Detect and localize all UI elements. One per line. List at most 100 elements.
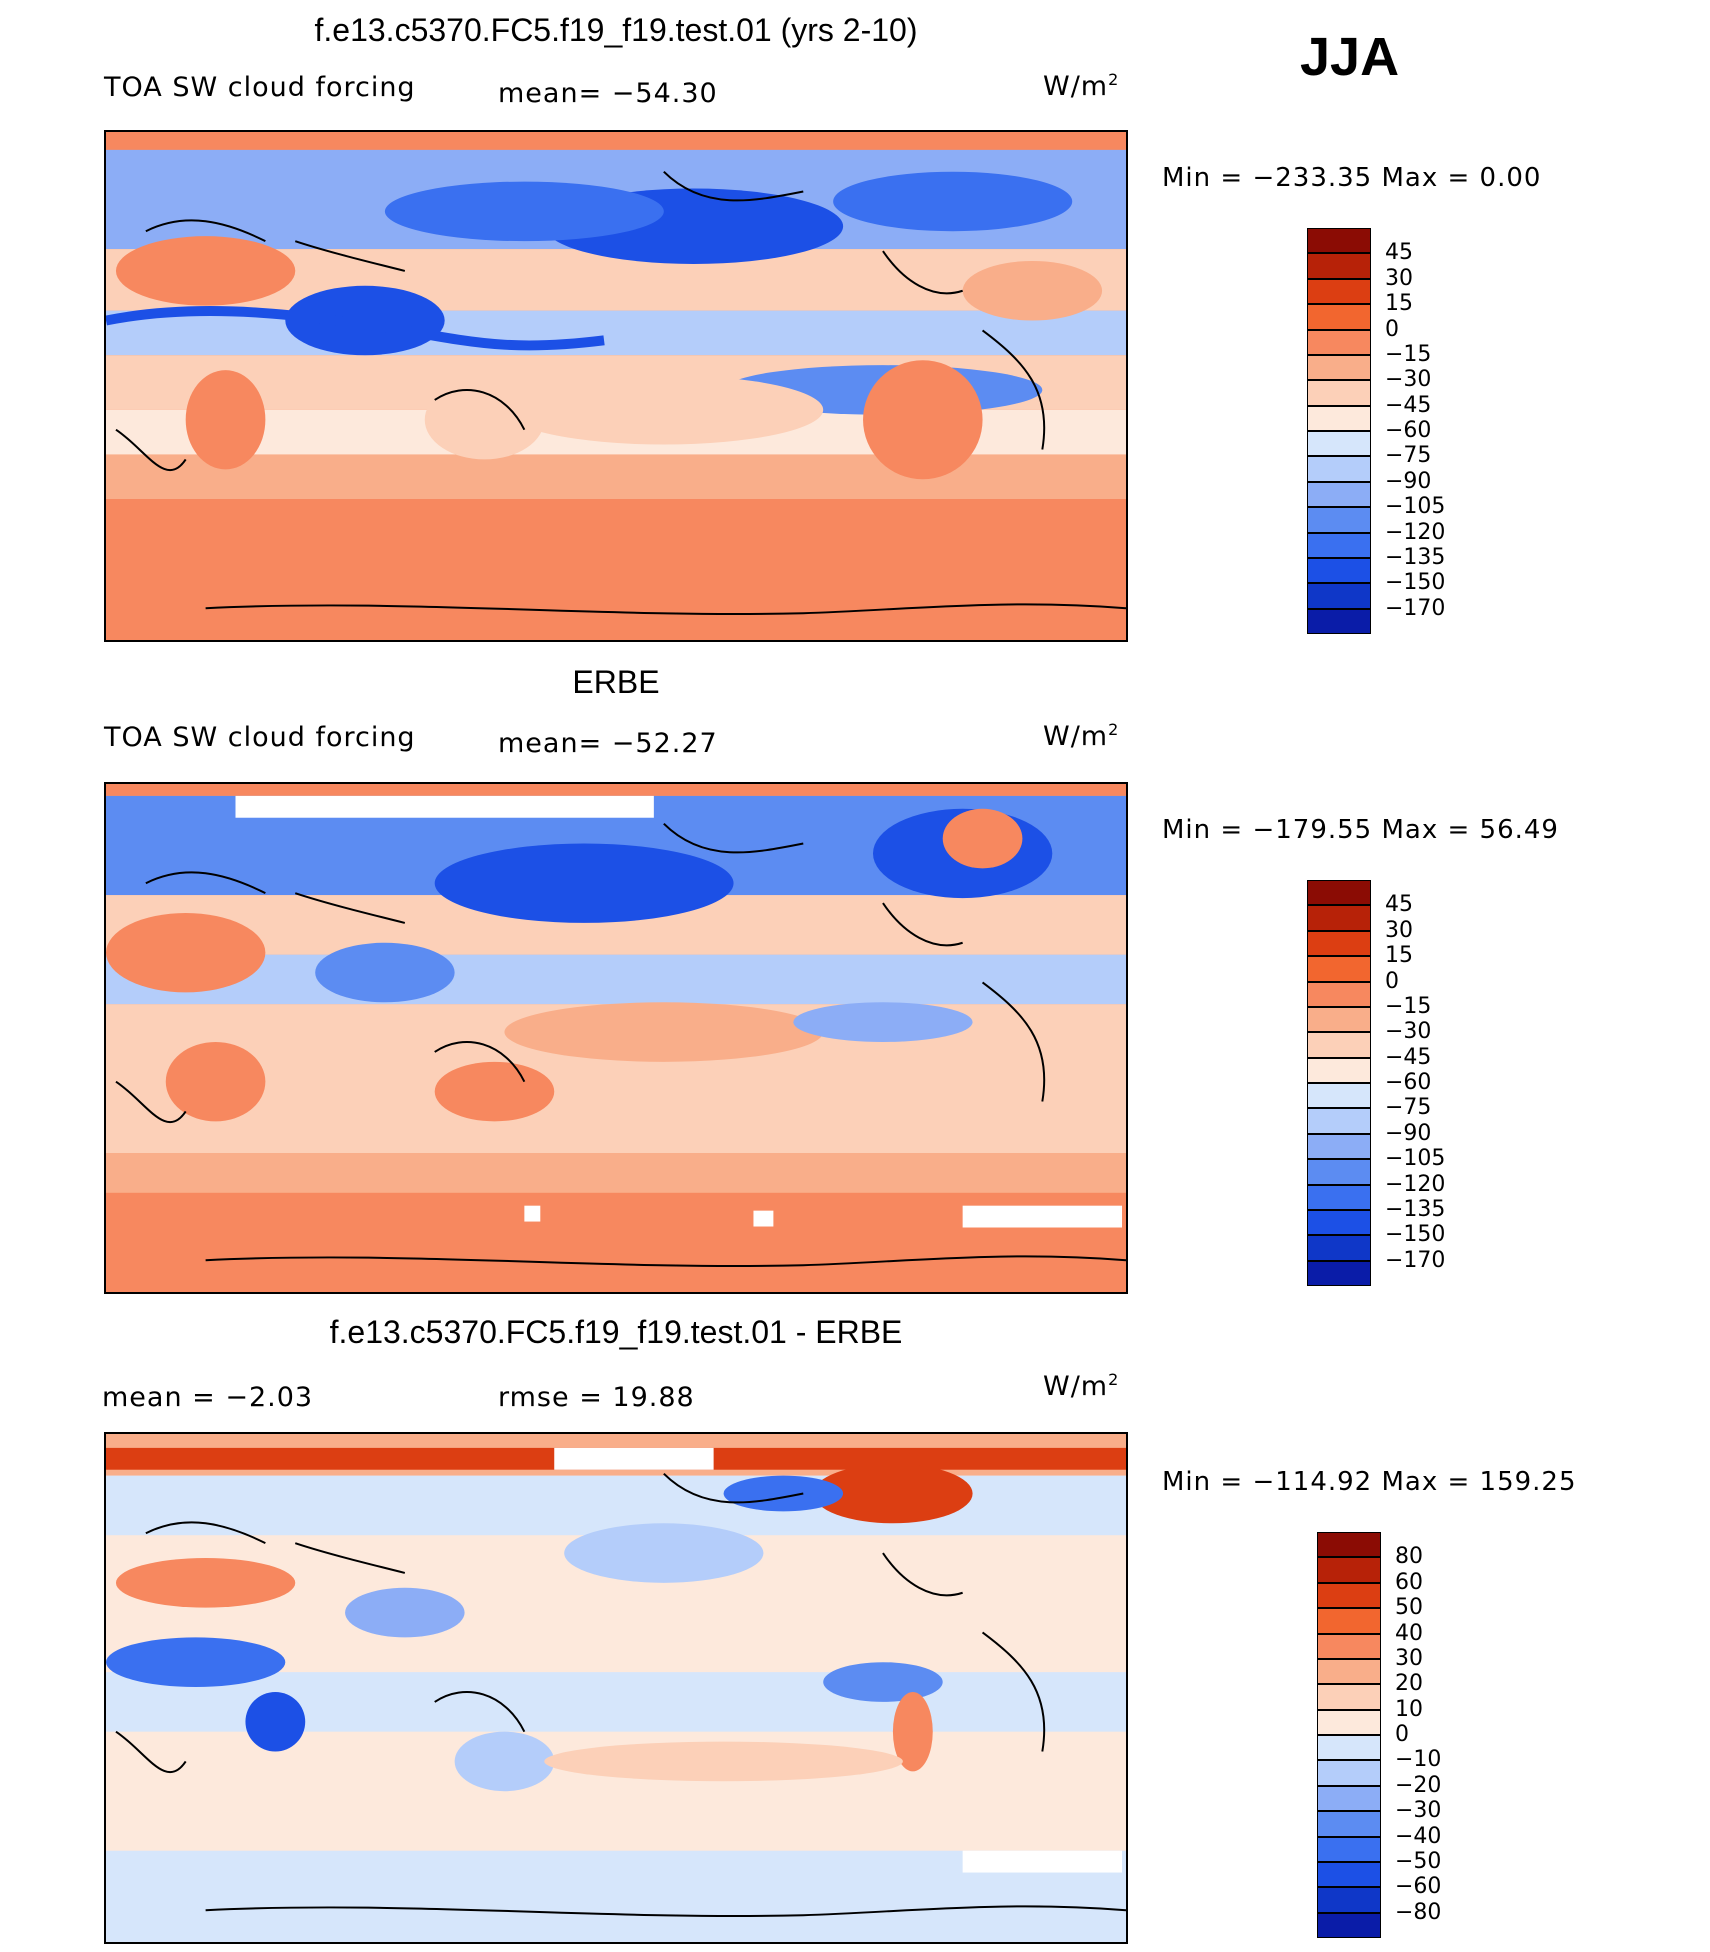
colorbar-tick-label: 0 [1385,968,1399,994]
colorbar-box [1317,1836,1381,1862]
panel-1-mean: mean= −54.30 [498,78,718,109]
panel-1-title: f.e13.c5370.FC5.f19_f19.test.01 (yrs 2-1… [314,12,918,48]
colorbar-tick-label: −15 [1385,993,1432,1019]
colorbar-box [1307,583,1371,609]
colorbar-box [1307,532,1371,558]
colorbar-box [1317,1887,1381,1913]
colorbar-tick-label: −150 [1385,1222,1446,1248]
panel-3-title: f.e13.c5370.FC5.f19_f19.test.01 - ERBE [329,1314,903,1350]
colorbar-tick-label: −90 [1385,1120,1432,1146]
colorbar-tick-label: −40 [1395,1823,1442,1849]
colorbar-tick-label: −105 [1385,494,1446,520]
season-label: JJA [1300,27,1400,87]
colorbar-tick-label: 30 [1395,1645,1423,1671]
colorbar-box [1317,1811,1381,1837]
colorbar-tick-label: −60 [1385,418,1432,443]
colorbar-tick-label: 30 [1385,265,1413,291]
colorbar-tick-label: −75 [1385,1095,1432,1121]
panel-1-minmax: Min = −233.35 Max = 0.00 [1162,163,1542,193]
colorbar-box [1307,557,1371,584]
colorbar-box [1307,405,1371,431]
colorbar-box [1307,1209,1371,1236]
colorbar-box [1317,1582,1381,1609]
colorbar-tick-label: −120 [1385,519,1446,545]
panel-2-title: ERBE [572,664,660,700]
panel-2-minmax: Min = −179.55 Max = 56.49 [1162,815,1559,845]
colorbar-tick-label: 0 [1385,316,1399,342]
colorbar-box [1307,354,1371,381]
colorbar-tick-label: 80 [1395,1544,1423,1570]
colorbar-tick-label: −135 [1385,1196,1446,1222]
colorbar-box [1317,1785,1381,1812]
colorbar-box [1317,1709,1381,1735]
colorbar-tick-label: 60 [1395,1569,1423,1595]
colorbar-box [1307,1108,1371,1134]
panel-2-colorbar: 45 30 15 0 −15 −30 −45 −60 −75 −90 −105 −120 −135 −15… [1307,880,1445,1286]
colorbar-box [1317,1532,1381,1558]
colorbar-box [1307,481,1371,508]
colorbar-tick-label: −50 [1395,1848,1442,1874]
colorbar-box [1307,278,1371,305]
colorbar-box [1307,329,1371,355]
colorbar-tick-label: 50 [1395,1595,1423,1621]
panel-2-units: W/m2 [1043,720,1120,752]
colorbar-box [1317,1684,1381,1710]
colorbar-box [1307,228,1371,254]
colorbar-box [1307,981,1371,1007]
panel-1-map [104,130,1128,642]
panel-3-map [104,1432,1128,1944]
colorbar-box [1317,1735,1381,1761]
panel-2-mean: mean= −52.27 [498,728,718,759]
colorbar-box [1307,930,1371,957]
colorbar-tick-label: −10 [1395,1747,1442,1773]
colorbar-box [1307,507,1371,533]
panel-2-variable: TOA SW cloud forcing [104,722,416,753]
colorbar-box [1307,1057,1371,1083]
panel-3-mean: mean = −2.03 [102,1382,314,1413]
panel-3-map-svg [106,1434,1126,1942]
colorbar-box [1307,253,1371,279]
colorbar-box [1307,608,1371,634]
colorbar-box [1307,1083,1371,1109]
colorbar-tick-label: 45 [1385,240,1413,266]
colorbar-box [1307,905,1371,931]
panel-1-colorbar: 45 30 15 0 −15 −30 −45 −60 −75 −90 −105 −120 −135 −15… [1307,228,1445,634]
colorbar-tick-label: −45 [1385,1044,1432,1070]
colorbar-tick-label: −30 [1385,367,1432,393]
colorbar-box [1307,1006,1371,1033]
panel-2-map-svg [106,784,1126,1292]
panel-3-colorbar: 80 60 50 40 30 20 10 0 −10 −20 −30 −40 −50 −60 −80 [1317,1532,1441,1938]
panel-3-minmax: Min = −114.92 Max = 159.25 [1162,1467,1577,1497]
colorbar-tick-label: −90 [1385,468,1432,494]
colorbar-tick-label: −170 [1385,1247,1446,1273]
colorbar-box [1317,1557,1381,1583]
colorbar-tick-label: 15 [1385,291,1413,317]
colorbar-tick-label: −60 [1385,1070,1432,1095]
colorbar-box [1307,380,1371,406]
colorbar-tick-label: 20 [1395,1671,1423,1697]
colorbar-box [1307,1032,1371,1058]
colorbar-tick-label: 40 [1395,1620,1423,1646]
colorbar-tick-label: −45 [1385,392,1432,418]
colorbar-box [1307,880,1371,906]
colorbar-tick-label: 0 [1395,1722,1409,1747]
colorbar-tick-label: −120 [1385,1171,1446,1197]
panel-3-rmse: rmse = 19.88 [498,1382,695,1413]
colorbar-box [1307,1235,1371,1261]
colorbar-box [1317,1658,1381,1685]
colorbar-tick-label: 10 [1395,1696,1423,1722]
colorbar-tick-label: −150 [1385,570,1446,596]
panel-2-map [104,782,1128,1294]
colorbar-tick-label: 45 [1385,892,1413,918]
colorbar-box [1307,1133,1371,1160]
colorbar-box [1307,956,1371,982]
colorbar-box [1317,1633,1381,1659]
colorbar-tick-label: −30 [1395,1798,1442,1824]
colorbar-tick-label: −30 [1385,1019,1432,1045]
colorbar-tick-label: −135 [1385,544,1446,570]
panel-1-units: W/m2 [1043,70,1120,102]
colorbar-tick-label: −105 [1385,1146,1446,1172]
colorbar-tick-label: −80 [1395,1899,1442,1925]
colorbar-box [1307,304,1371,330]
colorbar-box [1307,456,1371,482]
